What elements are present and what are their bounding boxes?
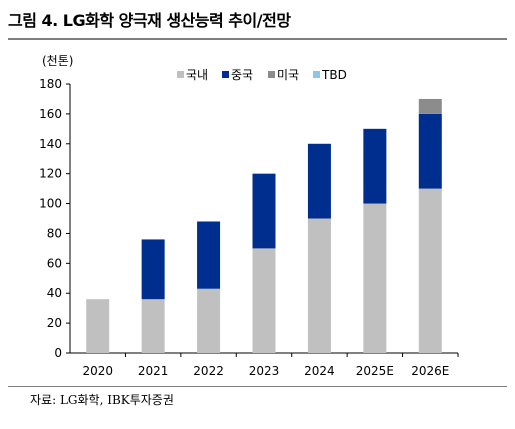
- y-tick-label: 160: [39, 107, 62, 121]
- x-tick-label: 2025E: [356, 364, 394, 378]
- bar-2024-국내: [307, 218, 331, 353]
- y-tick-label: 40: [47, 286, 62, 300]
- bar-2026E-국내: [418, 188, 442, 353]
- y-tick-label: 80: [47, 226, 62, 240]
- capacity-chart: (천톤) 0 20 40 60 80 100 120 140 160 180 2020 2021 2022…: [39, 53, 459, 378]
- bar-2021-중국: [141, 239, 165, 300]
- x-tick-label: 2023: [249, 364, 280, 378]
- x-tick-label: 2021: [138, 364, 169, 378]
- legend-label-미국: 미국: [277, 68, 299, 82]
- legend-swatch-TBD: [313, 71, 320, 78]
- legend-swatch-중국: [222, 71, 229, 78]
- x-tick-label: 2026E: [411, 364, 449, 378]
- y-axis-label: (천톤): [42, 53, 73, 68]
- legend-label-중국: 중국: [231, 68, 253, 82]
- bar-2023-중국: [252, 173, 276, 249]
- legend-label-TBD: TBD: [321, 68, 347, 82]
- bar-2022-중국: [197, 221, 221, 289]
- y-tick-label: 140: [39, 137, 62, 151]
- legend-label-국내: 국내: [186, 68, 208, 82]
- legend-swatch-국내: [177, 71, 184, 78]
- bar-2020-국내: [86, 299, 110, 353]
- legend-swatch-미국: [268, 71, 275, 78]
- bar-2026E-중국: [418, 113, 442, 189]
- x-tick-label: 2020: [82, 364, 113, 378]
- bar-2023-국내: [252, 248, 276, 353]
- source-note: 자료: LG화학, IBK투자증권: [30, 393, 174, 407]
- y-tick-label: 180: [39, 77, 62, 91]
- y-tick-label: 20: [47, 316, 62, 330]
- title-divider: [8, 38, 507, 40]
- bar-2025E-중국: [363, 128, 387, 204]
- bar-2022-국내: [197, 288, 221, 353]
- y-tick-label: 120: [39, 167, 62, 181]
- y-tick-label: 60: [47, 256, 62, 270]
- x-tick-label: 2024: [304, 364, 335, 378]
- bar-2024-중국: [307, 143, 331, 219]
- x-tick-label: 2022: [193, 364, 224, 378]
- bar-2026E-미국: [418, 98, 442, 114]
- bar-2021-국내: [141, 299, 165, 353]
- bar-2025E-국내: [363, 203, 387, 353]
- y-tick-label: 100: [39, 197, 62, 211]
- figure-title: 그림 4. LG화학 양극재 생산능력 추이/전망: [8, 11, 291, 30]
- y-tick-label: 0: [54, 346, 62, 360]
- footer-divider: [8, 386, 507, 387]
